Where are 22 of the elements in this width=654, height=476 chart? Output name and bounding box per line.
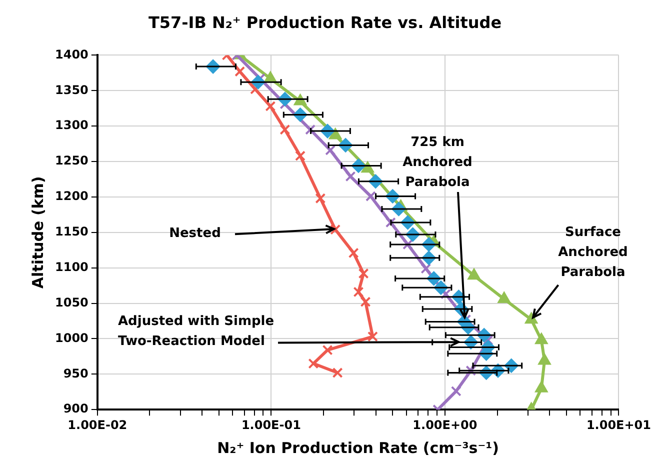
- x-tick-label: 1.00E+00: [412, 418, 478, 432]
- chart-title: T57-IB N₂⁺ Production Rate vs. Altitude: [148, 12, 502, 32]
- y-tick-label: 1150: [54, 224, 88, 239]
- x-tick-label: 1.00E-02: [68, 418, 128, 432]
- annotation: 725 km Anchored Parabola: [402, 134, 474, 192]
- y-tick-label: 1300: [54, 118, 88, 132]
- annotation: Nested: [168, 225, 222, 243]
- y-tick-label: 1050: [54, 295, 88, 310]
- x-axis-title: N₂⁺ Ion Production Rate (cm⁻³s⁻¹): [217, 438, 500, 457]
- y-tick-label: 1200: [54, 189, 88, 204]
- annotation: Surface Anchored Parabola: [557, 224, 629, 282]
- annotation: Adjusted with Simple Two-Reaction Model: [118, 313, 276, 351]
- x-tick-label: 1.00E-01: [241, 418, 301, 432]
- y-tick-label: 900: [63, 402, 88, 416]
- y-tick-label: 1000: [54, 330, 88, 345]
- y-tick-label: 950: [63, 366, 88, 380]
- y-axis-title: Altitude (km): [28, 176, 47, 289]
- y-tick-label: 1350: [54, 82, 88, 97]
- y-tick-label: 1100: [54, 260, 88, 274]
- y-tick-label: 1250: [54, 154, 88, 168]
- y-tick-label: 1400: [54, 47, 88, 62]
- x-tick-label: 1.00E+01: [586, 418, 651, 432]
